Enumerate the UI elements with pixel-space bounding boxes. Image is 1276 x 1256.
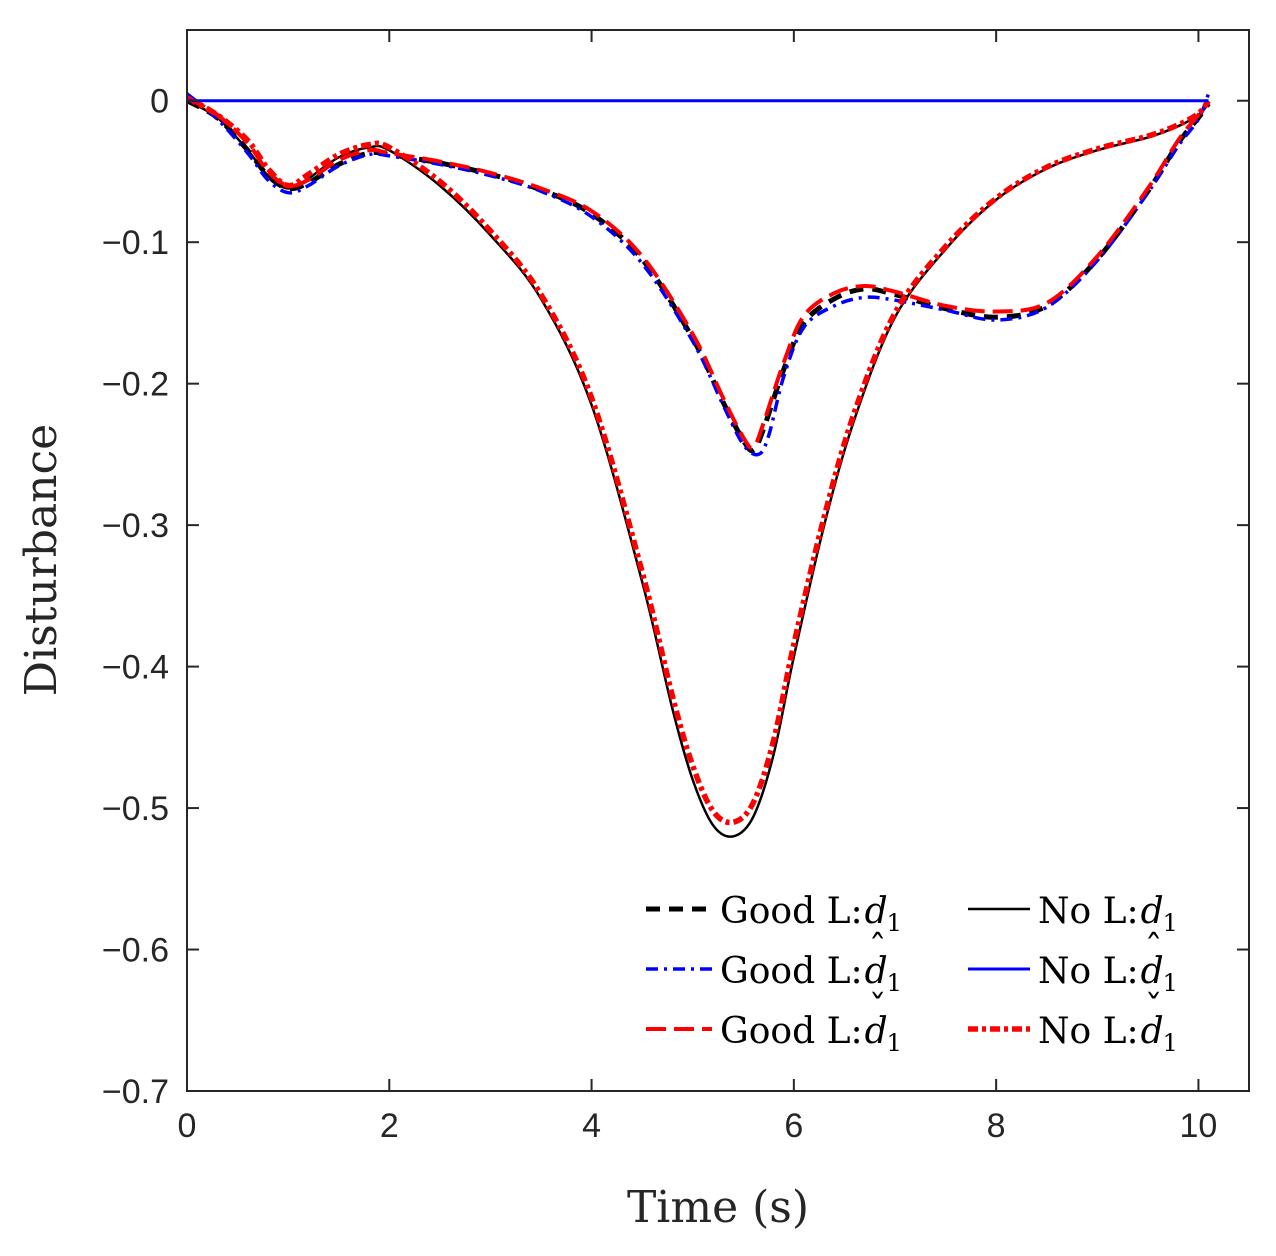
x-tick-label: 2 bbox=[380, 1107, 399, 1145]
legend-label-5: No L: bbox=[1038, 951, 1139, 992]
legend-accent-2: ˆ bbox=[869, 929, 887, 970]
x-axis-title: Time (s) bbox=[627, 1182, 809, 1233]
x-tick-label: 6 bbox=[784, 1107, 803, 1145]
plot-area bbox=[187, 30, 1249, 1091]
y-tick-label: −0.5 bbox=[102, 790, 169, 828]
legend-label-2: Good L: bbox=[720, 951, 863, 992]
legend-symbol-1: d bbox=[865, 891, 888, 932]
x-tick-label: 10 bbox=[1180, 1107, 1218, 1145]
legend-subscript-3: 1 bbox=[887, 1029, 902, 1057]
y-tick-label: −0.3 bbox=[102, 507, 169, 545]
legend-label-4: No L: bbox=[1038, 891, 1139, 932]
y-tick-label: −0.4 bbox=[102, 649, 169, 687]
series-line-2 bbox=[187, 92, 1211, 457]
legend-symbol-5: d bbox=[1141, 951, 1164, 992]
y-tick-label: −0.2 bbox=[102, 366, 169, 404]
legend-subscript-5: 1 bbox=[1163, 969, 1178, 997]
legend-subscript-4: 1 bbox=[1163, 909, 1178, 937]
legend-label-3: Good L: bbox=[720, 1011, 863, 1052]
y-tick-label: −0.6 bbox=[102, 932, 169, 970]
y-tick-label: −0.7 bbox=[102, 1073, 169, 1111]
y-tick-label: −0.1 bbox=[102, 224, 169, 262]
legend-accent-6: ˇ bbox=[1145, 989, 1163, 1030]
legend-symbol-2: d bbox=[865, 951, 888, 992]
y-tick-label: 0 bbox=[150, 83, 169, 121]
x-tick-label: 4 bbox=[582, 1107, 601, 1145]
series-line-6 bbox=[187, 95, 1211, 826]
legend-subscript-1: 1 bbox=[887, 909, 902, 937]
series-layer bbox=[187, 92, 1211, 838]
legend-label-1: Good L: bbox=[720, 891, 863, 932]
legend-symbol-6: d bbox=[1141, 1011, 1164, 1052]
tick-layer: 0 2 4 6 8 10 0 −0.1 −0.2 −0.3 −0.4 −0.5 −0.6 −0.7 bbox=[102, 30, 1249, 1145]
legend-symbol-3: d bbox=[865, 1011, 888, 1052]
legend-accent-5: ˆ bbox=[1145, 929, 1163, 970]
x-tick-label: 0 bbox=[178, 1107, 197, 1145]
series-line-1 bbox=[187, 98, 1211, 454]
legend-subscript-2: 1 bbox=[887, 969, 902, 997]
plot-frame bbox=[186, 29, 1250, 1092]
legend-accent-3: ˇ bbox=[869, 989, 887, 1030]
x-tick-label: 8 bbox=[987, 1107, 1006, 1145]
y-axis-title: Disturbance bbox=[16, 424, 67, 696]
legend-subscript-6: 1 bbox=[1163, 1029, 1178, 1057]
series-line-3 bbox=[187, 96, 1211, 450]
legend-symbol-4: d bbox=[1141, 891, 1164, 932]
legend-label-6: No L: bbox=[1038, 1011, 1139, 1052]
